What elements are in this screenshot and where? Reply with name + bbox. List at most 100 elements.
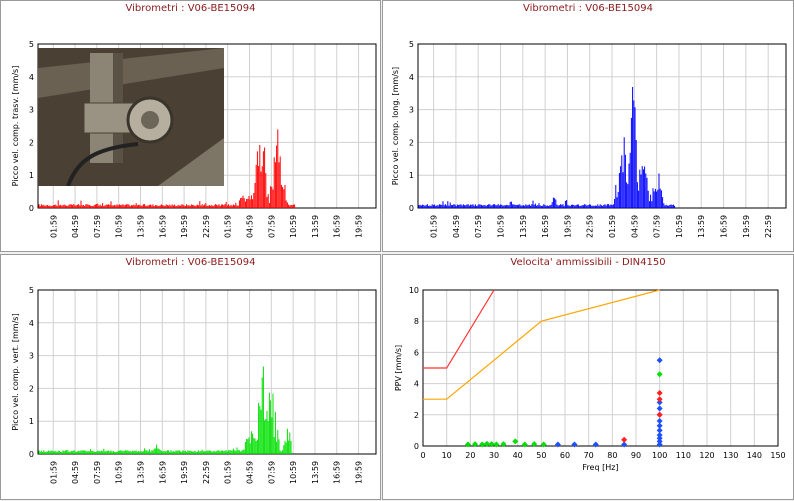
x-tick-label: 130	[723, 451, 738, 460]
data-point	[656, 422, 663, 429]
x-tick-label: 10:59	[497, 215, 506, 238]
data-point	[592, 441, 599, 448]
x-tick-label: 50	[536, 451, 546, 460]
data-point	[656, 432, 663, 439]
y-tick-label: 6	[414, 348, 419, 357]
y-tick-label: 5	[29, 40, 34, 49]
x-axis-label: Freq [Hz]	[582, 463, 618, 472]
x-tick-label: 13:59	[311, 215, 320, 238]
plot-frame	[37, 289, 377, 455]
x-tick-label: 01:59	[49, 461, 58, 484]
y-tick-label: 5	[409, 40, 414, 49]
x-tick-label: 19:59	[742, 215, 751, 238]
y-tick-label: 8	[414, 317, 419, 326]
y-tick-label: 4	[409, 73, 414, 82]
long-chart: 0 1 2 3 4 5 01:59 04:59 07:59 10:59 13:59 16:59 19:5…	[391, 40, 787, 238]
x-tick-label: 30	[489, 451, 499, 460]
x-tick-label: 07:59	[653, 215, 662, 238]
limit-line	[423, 289, 495, 369]
x-tick-label: 01:59	[430, 215, 439, 238]
plot-frame	[417, 43, 787, 209]
chart-title: Vibrometri : V06-BE15094	[523, 3, 653, 14]
x-tick-label: 13:59	[311, 461, 320, 484]
data-point	[656, 418, 663, 425]
data-point	[554, 441, 561, 448]
y-tick-label: 3	[409, 106, 414, 115]
y-tick-label: 0	[414, 442, 419, 451]
data-point	[479, 441, 486, 448]
data-point	[483, 440, 490, 447]
x-tick-label: 19:59	[355, 215, 364, 238]
x-tick-label: 19:59	[355, 461, 364, 484]
x-tick-label: 40	[513, 451, 523, 460]
data-point	[656, 441, 663, 448]
y-tick-label: 1	[29, 171, 34, 180]
y-tick-label: 0	[29, 204, 34, 213]
x-tick-label: 80	[607, 451, 617, 460]
y-tick-label: 4	[414, 380, 419, 389]
x-tick-label: 13:59	[136, 461, 145, 484]
x-tick-label: 22:59	[202, 461, 211, 484]
x-tick-label: 13:59	[697, 215, 706, 238]
y-axis-label: Picco vel. comp. long. [mm/s]	[391, 67, 400, 185]
x-tick-label: 07:59	[267, 215, 276, 238]
y-tick-label: 0	[409, 204, 414, 213]
y-tick-label: 5	[29, 286, 34, 295]
vert-chart: 0 1 2 3 4 5 01:59 04:59 07:59 10:59 13:59 16:59 19:5…	[11, 286, 377, 484]
x-tick-label: 01:59	[49, 215, 58, 238]
y-tick-label: 2	[409, 138, 414, 147]
y-tick-label: 1	[29, 417, 34, 426]
x-tick-label: 04:59	[630, 215, 639, 238]
x-tick-label: 07:59	[474, 215, 483, 238]
y-tick-label: 3	[29, 106, 34, 115]
chart-panel-din4150: Velocita' ammissibili - DIN4150 0 2 4 6 8 10 0…	[382, 254, 794, 500]
sensor-photo-drawing	[38, 48, 224, 186]
data-point	[656, 427, 663, 434]
x-tick-label: 10:59	[675, 215, 684, 238]
chart-panel-long: Vibrometri : V06-BE15094 0 1 2 3 4 5 01:59 04:5…	[382, 0, 794, 252]
data-point	[531, 441, 538, 448]
x-tick-label: 10:59	[115, 215, 124, 238]
x-tick-label: 0	[420, 451, 425, 460]
data-point	[656, 389, 663, 396]
chart-title: Velocita' ammissibili - DIN4150	[510, 257, 666, 268]
x-tick-label: 10:59	[289, 215, 298, 238]
x-tick-label: 01:59	[224, 215, 233, 238]
x-tick-label: 19:59	[563, 215, 572, 238]
x-tick-label: 07:59	[93, 461, 102, 484]
x-tick-label: 140	[747, 451, 762, 460]
y-tick-label: 2	[414, 411, 419, 420]
x-tick-label: 10:59	[115, 461, 124, 484]
y-tick-label: 10	[409, 286, 419, 295]
data-point	[540, 441, 547, 448]
y-tick-label: 2	[29, 384, 34, 393]
x-tick-label: 22:59	[586, 215, 595, 238]
x-tick-label: 04:59	[246, 215, 255, 238]
x-tick-label: 07:59	[267, 461, 276, 484]
y-tick-label: 3	[29, 352, 34, 361]
x-tick-label: 120	[699, 451, 714, 460]
limit-line	[423, 289, 660, 400]
data-point	[493, 441, 500, 448]
chart-panel-trasv: Vibrometri : V06-BE15094 0 1 2 3 4 5 01:59 04:5…	[0, 0, 381, 252]
x-tick-label: 22:59	[202, 215, 211, 238]
x-tick-label: 19:59	[180, 215, 189, 238]
x-tick-label: 16:59	[158, 461, 167, 484]
x-tick-label: 100	[652, 451, 667, 460]
x-tick-label: 16:59	[541, 215, 550, 238]
data-point	[656, 396, 663, 403]
x-tick-label: 20	[465, 451, 475, 460]
y-axis-label: Picco vel. comp. trasv. [mm/s]	[11, 66, 20, 187]
x-tick-label: 10	[442, 451, 452, 460]
x-tick-label: 150	[770, 451, 785, 460]
data-point	[571, 441, 578, 448]
x-tick-label: 22:59	[764, 215, 773, 238]
x-tick-label: 10:59	[289, 461, 298, 484]
y-tick-label: 4	[29, 319, 34, 328]
x-tick-label: 04:59	[246, 461, 255, 484]
x-tick-label: 19:59	[180, 461, 189, 484]
x-tick-label: 16:59	[720, 215, 729, 238]
x-tick-label: 16:59	[158, 215, 167, 238]
data-point	[464, 441, 471, 448]
